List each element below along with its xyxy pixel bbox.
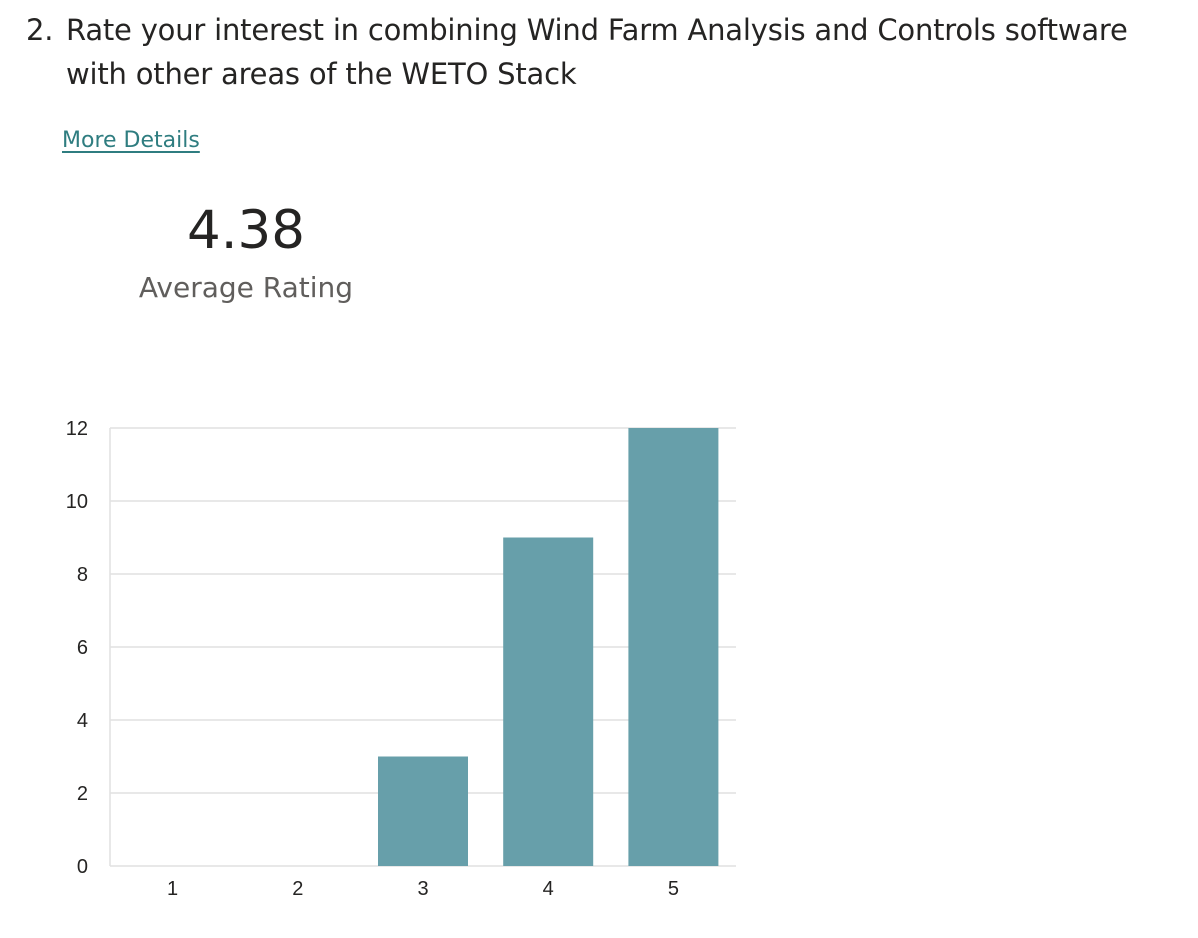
question-text: Rate your interest in combining Wind Far… (66, 13, 1128, 91)
y-tick-label: 2 (77, 783, 88, 805)
y-tick-label: 10 (66, 491, 88, 513)
x-axis-ticks: 1 2 3 4 5 (167, 878, 679, 900)
x-tick-label: 3 (417, 878, 428, 900)
x-tick-label: 4 (543, 878, 554, 900)
y-tick-label: 4 (77, 710, 88, 732)
x-tick-label: 5 (668, 878, 679, 900)
rating-summary: 4.38 Average Rating (110, 196, 382, 310)
y-tick-label: 12 (66, 418, 88, 440)
x-tick-label: 2 (292, 878, 303, 900)
y-tick-label: 0 (77, 856, 88, 878)
average-rating-label: Average Rating (138, 271, 354, 304)
bar-rating-3[interactable] (378, 756, 468, 867)
average-rating-value: 4.38 (186, 200, 305, 261)
bar-rating-4[interactable] (503, 537, 594, 867)
bars (378, 428, 719, 867)
bar-rating-5[interactable] (628, 428, 719, 866)
y-axis-ticks: 0 2 4 6 8 10 12 (66, 418, 88, 878)
y-tick-label: 8 (77, 564, 88, 586)
question-heading: 2. Rate your interest in combining Wind … (26, 8, 1196, 96)
gridlines (109, 427, 736, 867)
question-number: 2. (26, 13, 54, 47)
more-details-link[interactable]: More Details (62, 128, 200, 153)
x-tick-label: 1 (167, 878, 178, 900)
y-tick-label: 6 (77, 637, 88, 659)
